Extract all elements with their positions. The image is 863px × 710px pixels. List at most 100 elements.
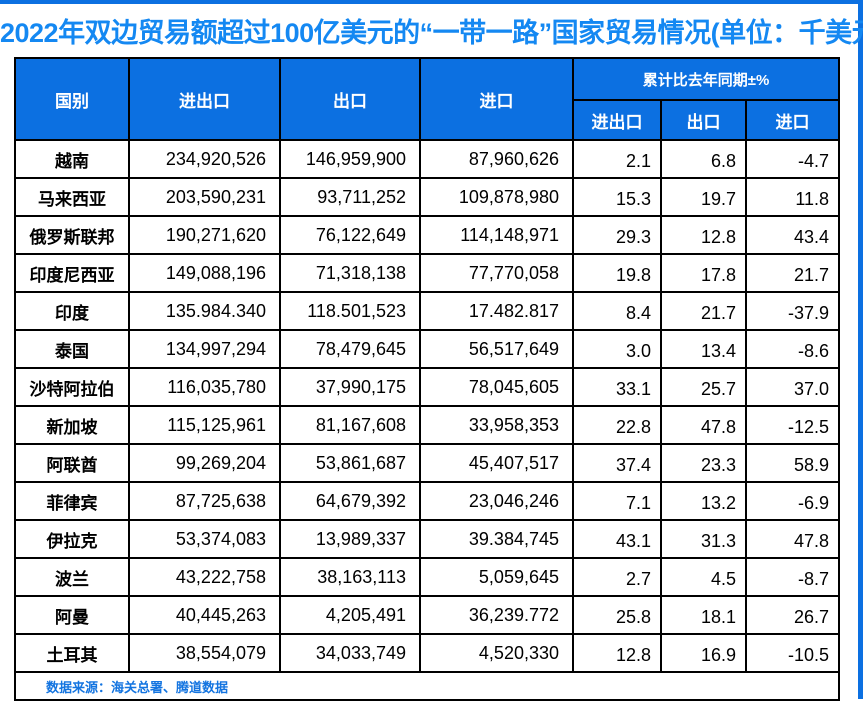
cell-yoy-total: 43.1 — [572, 519, 662, 559]
cell-import: 109,878,980 — [419, 177, 574, 217]
cell-yoy-total: 33.1 — [572, 367, 662, 407]
cell-country: 泰国 — [14, 329, 130, 369]
table-row: 阿联酋 99,269,204 53,861,687 45,407,517 37.… — [14, 443, 841, 483]
cell-country: 阿曼 — [14, 595, 130, 635]
cell-total: 43,222,758 — [128, 557, 281, 597]
cell-import: 39.384,745 — [419, 519, 574, 559]
cell-import: 78,045,605 — [419, 367, 574, 407]
cell-total: 53,374,083 — [128, 519, 281, 559]
cell-export: 4,205,491 — [279, 595, 421, 635]
cell-country: 印度尼西亚 — [14, 253, 130, 293]
right-accent-bar — [858, 0, 863, 699]
cell-yoy-export: 16.9 — [660, 633, 747, 673]
cell-country: 土耳其 — [14, 633, 130, 673]
column-header-export: 出口 — [279, 57, 421, 141]
cell-export: 146,959,900 — [279, 139, 421, 179]
table-row: 印度尼西亚 149,088,196 71,318,138 77,770,058 … — [14, 253, 841, 293]
cell-import: 5,059,645 — [419, 557, 574, 597]
cell-total: 203,590,231 — [128, 177, 281, 217]
cell-yoy-export: 25.7 — [660, 367, 747, 407]
cell-total: 234,920,526 — [128, 139, 281, 179]
cell-yoy-total: 8.4 — [572, 291, 662, 331]
cell-export: 71,318,138 — [279, 253, 421, 293]
cell-yoy-import: -37.9 — [744, 291, 841, 331]
cell-yoy-export: 13.4 — [660, 329, 747, 369]
cell-yoy-import: 58.9 — [744, 443, 841, 483]
cell-yoy-import: 47.8 — [744, 519, 841, 559]
cell-import: 87,960,626 — [419, 139, 574, 179]
source-row: 数据来源：海关总署、腾道数据 — [13, 671, 841, 701]
cell-country: 沙特阿拉伯 — [14, 367, 130, 407]
cell-yoy-total: 7.1 — [572, 481, 662, 521]
cell-export: 38,163,113 — [279, 557, 421, 597]
cell-country: 新加坡 — [14, 405, 130, 445]
cell-total: 149,088,196 — [128, 253, 281, 293]
column-header-yoy-import: 进口 — [744, 99, 841, 141]
table-row: 越南 234,920,526 146,959,900 87,960,626 2.… — [14, 139, 841, 179]
cell-import: 114,148,971 — [419, 215, 574, 255]
cell-export: 76,122,649 — [279, 215, 421, 255]
cell-total: 40,445,263 — [128, 595, 281, 635]
cell-yoy-export: 21.7 — [660, 291, 747, 331]
cell-total: 116,035,780 — [128, 367, 281, 407]
cell-yoy-export: 31.3 — [660, 519, 747, 559]
cell-country: 阿联酋 — [14, 443, 130, 483]
cell-yoy-export: 19.7 — [660, 177, 747, 217]
cell-import: 17.482.817 — [419, 291, 574, 331]
cell-country: 菲律宾 — [14, 481, 130, 521]
cell-total: 38,554,079 — [128, 633, 281, 673]
cell-yoy-total: 3.0 — [572, 329, 662, 369]
cell-export: 53,861,687 — [279, 443, 421, 483]
cell-import: 23,046,246 — [419, 481, 574, 521]
header-row-top: 国别 进出口 出口 进口 累计比去年同期±% — [14, 57, 841, 141]
table-row: 菲律宾 87,725,638 64,679,392 23,046,246 7.1… — [14, 481, 841, 521]
cell-total: 190,271,620 — [128, 215, 281, 255]
cell-export: 37,990,175 — [279, 367, 421, 407]
cell-export: 93,711,252 — [279, 177, 421, 217]
table-row: 土耳其 38,554,079 34,033,749 4,520,330 12.8… — [14, 633, 841, 673]
cell-country: 俄罗斯联邦 — [14, 215, 130, 255]
cell-yoy-export: 6.8 — [660, 139, 747, 179]
cell-total: 135.984.340 — [128, 291, 281, 331]
cell-export: 13,989,337 — [279, 519, 421, 559]
cell-yoy-import: -12.5 — [744, 405, 841, 445]
cell-country: 越南 — [14, 139, 130, 179]
cell-yoy-import: -10.5 — [744, 633, 841, 673]
page-title: 2022年双边贸易额超过100亿美元的“一带一路”国家贸易情况(单位：千美元) — [0, 18, 863, 48]
table-row: 沙特阿拉伯 116,035,780 37,990,175 78,045,605 … — [14, 367, 841, 407]
cell-yoy-export: 13.2 — [660, 481, 747, 521]
cell-country: 伊拉克 — [14, 519, 130, 559]
cell-yoy-total: 37.4 — [572, 443, 662, 483]
cell-yoy-export: 23.3 — [660, 443, 747, 483]
cell-yoy-import: 11.8 — [744, 177, 841, 217]
cell-yoy-total: 2.1 — [572, 139, 662, 179]
trade-table: 国别 进出口 出口 进口 累计比去年同期±% 进出口 出口 进口 越南 234,… — [13, 57, 841, 701]
header-row-sub: 进出口 出口 进口 — [15, 99, 841, 141]
cell-yoy-total: 12.8 — [572, 633, 662, 673]
cell-yoy-import: -6.9 — [744, 481, 841, 521]
cell-import: 56,517,649 — [419, 329, 574, 369]
cell-export: 81,167,608 — [279, 405, 421, 445]
cell-import: 33,958,353 — [419, 405, 574, 445]
cell-export: 34,033,749 — [279, 633, 421, 673]
table-row: 马来西亚 203,590,231 93,711,252 109,878,980 … — [14, 177, 841, 217]
cell-yoy-import: 26.7 — [744, 595, 841, 635]
table-row: 阿曼 40,445,263 4,205,491 36,239.772 25.8 … — [14, 595, 841, 635]
cell-import: 4,520,330 — [419, 633, 574, 673]
cell-yoy-import: 37.0 — [744, 367, 841, 407]
table-row: 波兰 43,222,758 38,163,113 5,059,645 2.7 4… — [14, 557, 841, 597]
cell-export: 78,479,645 — [279, 329, 421, 369]
cell-country: 波兰 — [14, 557, 130, 597]
cell-yoy-export: 18.1 — [660, 595, 747, 635]
table-row: 伊拉克 53,374,083 13,989,337 39.384,745 43.… — [14, 519, 841, 559]
cell-country: 马来西亚 — [14, 177, 130, 217]
cell-yoy-import: -4.7 — [744, 139, 841, 179]
cell-yoy-total: 25.8 — [572, 595, 662, 635]
cell-export: 64,679,392 — [279, 481, 421, 521]
cell-yoy-import: -8.6 — [744, 329, 841, 369]
cell-total: 115,125,961 — [128, 405, 281, 445]
table-row: 俄罗斯联邦 190,271,620 76,122,649 114,148,971… — [14, 215, 841, 255]
table-row: 泰国 134,997,294 78,479,645 56,517,649 3.0… — [14, 329, 841, 369]
cell-yoy-total: 2.7 — [572, 557, 662, 597]
cell-total: 87,725,638 — [128, 481, 281, 521]
